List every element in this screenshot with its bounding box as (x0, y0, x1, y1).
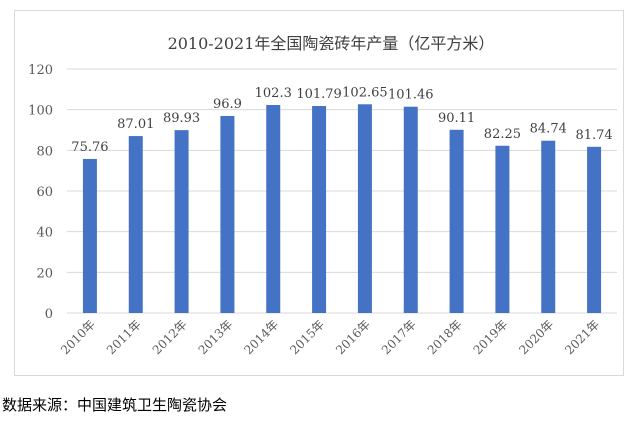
x-tick-label: 2013年 (196, 317, 236, 357)
grid-lines (67, 68, 617, 314)
y-tick-label: 60 (36, 185, 53, 200)
bar (403, 106, 418, 313)
x-tick-label: 2018年 (425, 317, 465, 357)
data-label: 81.74 (575, 128, 612, 143)
y-tick-label: 80 (36, 144, 53, 159)
chart-title: 2010-2021年全国陶瓷砖年产量（亿平方米） (168, 34, 495, 53)
bar (266, 104, 281, 314)
bar (82, 158, 97, 313)
data-label: 102.3 (255, 86, 292, 101)
y-axis: 0 20 40 60 80 100 120 (28, 63, 53, 322)
y-tick-label: 120 (28, 63, 53, 78)
data-label: 101.79 (296, 87, 342, 102)
x-tick-label: 2016年 (333, 317, 373, 357)
bar (495, 145, 510, 313)
x-tick-label: 2012年 (150, 317, 190, 357)
bars (82, 104, 602, 314)
bar-chart: 2010-2021年全国陶瓷砖年产量（亿平方米） 0 20 40 60 80 100 120… (28, 34, 617, 357)
bar (220, 115, 235, 313)
bar (128, 136, 143, 313)
x-tick-label: 2020年 (516, 317, 556, 357)
data-label: 75.76 (71, 140, 108, 155)
bar (312, 106, 327, 313)
x-tick-label: 2011年 (104, 317, 144, 357)
data-label: 90.11 (438, 111, 475, 126)
bar (449, 129, 464, 313)
bar (174, 130, 189, 313)
data-label: 101.46 (388, 88, 434, 103)
data-labels: 75.76 87.01 89.93 96.9 102.3 101.79 102.65 101.… (71, 85, 612, 155)
source-note: 数据来源：中国建筑卫生陶瓷协会 (2, 396, 228, 414)
x-tick-label: 2019年 (471, 317, 511, 357)
chart-frame: 2010-2021年全国陶瓷砖年产量（亿平方米） 0 20 40 60 80 100 120… (14, 10, 624, 376)
y-tick-label: 0 (45, 307, 53, 322)
x-tick-label: 2015年 (287, 317, 327, 357)
y-tick-label: 100 (28, 104, 53, 119)
data-label: 82.25 (484, 127, 521, 142)
data-label: 87.01 (117, 117, 154, 132)
data-label: 84.74 (530, 122, 567, 137)
x-tick-label: 2021年 (562, 317, 602, 357)
bar (587, 146, 602, 313)
data-label: 89.93 (163, 111, 200, 126)
bar (541, 140, 556, 313)
x-tick-label: 2017年 (379, 317, 419, 357)
x-tick-label: 2014年 (241, 317, 281, 357)
x-axis: 2010年 2011年 2012年 2013年 2014年 2015年 2016年 2017年… (58, 317, 602, 357)
y-tick-label: 20 (36, 266, 53, 281)
bar (357, 104, 372, 313)
data-label: 96.9 (213, 97, 242, 112)
x-tick-label: 2010年 (58, 317, 98, 357)
y-tick-label: 40 (36, 226, 53, 241)
data-label: 102.65 (342, 85, 388, 100)
